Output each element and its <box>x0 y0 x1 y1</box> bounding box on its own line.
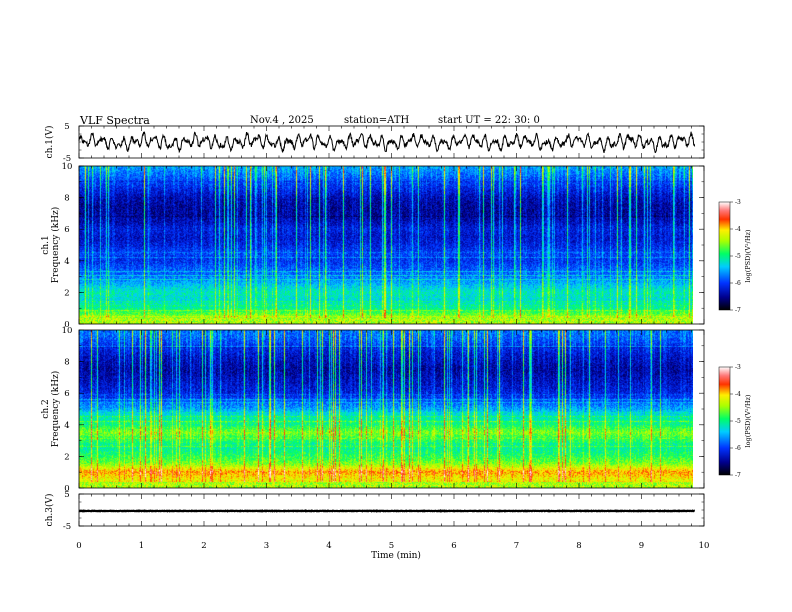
y-tick-label: 4 <box>64 257 69 267</box>
x-tick-label: 0 <box>76 541 81 551</box>
x-tick-label: 7 <box>514 541 519 551</box>
date-label: Nov.4 , 2025 <box>250 115 314 126</box>
colorbar-tick-label: -4 <box>735 226 741 233</box>
ch2-spectrogram-image <box>79 330 693 488</box>
ch2-colorbar <box>718 366 731 476</box>
ch1-spec-ylabel-channel: ch.1 <box>41 235 51 254</box>
ch1-colorbar-label: log(PSD)(V²/Hz) <box>744 229 752 282</box>
ch2-colorbar-label: log(PSD)(V²/Hz) <box>744 394 752 447</box>
x-tick-label: 2 <box>201 541 206 551</box>
x-tick-labels-group: 0 1 2 3 4 5 6 7 8 9 10 <box>76 541 709 551</box>
ch1-waveform-line <box>78 131 696 154</box>
x-tick-label: 3 <box>264 541 269 551</box>
y-tick-label: 6 <box>64 225 69 235</box>
y-tick-label: 2 <box>64 452 69 462</box>
x-tick-label: 5 <box>389 541 394 551</box>
chart-title: VLF Spectra <box>79 114 150 127</box>
x-tick-label: 1 <box>139 541 144 551</box>
start-time-label: start UT = 22: 30: 0 <box>438 115 540 126</box>
axis-ticks-group <box>78 125 705 527</box>
ch1-colorbar <box>718 201 731 311</box>
y-tick-label: 8 <box>64 358 69 368</box>
colorbar-tick-label: -3 <box>735 199 741 206</box>
station-label: station=ATH <box>344 115 410 126</box>
y-tick-label: 4 <box>64 421 69 431</box>
colorbar-tick-label: -7 <box>735 472 741 479</box>
y-tick-label: 0 <box>64 484 69 494</box>
colorbar-tick-label: -6 <box>735 445 741 452</box>
y-tick-label: -5 <box>63 154 71 164</box>
y-tick-label: 10 <box>62 162 73 172</box>
x-axis-label: Time (min) <box>371 550 421 561</box>
y-tick-label: 6 <box>64 389 69 399</box>
y-tick-label: 8 <box>64 194 69 204</box>
y-tick-label: 5 <box>64 122 69 132</box>
colorbar-tick-label: -5 <box>735 418 741 425</box>
ch3-wave-ylabel: ch.3(V) <box>44 494 55 527</box>
ch2-spec-ylabel-channel: ch.2 <box>41 399 51 418</box>
x-tick-label: 6 <box>451 541 456 551</box>
colorbar-tick-label: -4 <box>735 391 741 398</box>
x-tick-label: 4 <box>326 541 331 551</box>
y-tick-label: 5 <box>64 490 69 500</box>
x-tick-label: 9 <box>639 541 644 551</box>
x-tick-label: 10 <box>699 541 710 551</box>
y-tick-label: 10 <box>62 326 73 336</box>
y-tick-label: -5 <box>63 522 71 532</box>
ch1-spectrogram-image <box>79 166 693 324</box>
colorbar-ticks-group: -3 -4 -5 -6 -7 -3 -4 -5 -6 -7 <box>730 199 741 479</box>
ch1-wave-ylabel: ch.1(V) <box>44 126 55 159</box>
y-tick-label: 2 <box>64 288 69 298</box>
colorbar-tick-label: -5 <box>735 253 741 260</box>
colorbar-tick-label: -3 <box>735 364 741 371</box>
x-tick-label: 8 <box>576 541 581 551</box>
colorbar-tick-label: -7 <box>735 307 741 314</box>
y-tick-label: 0 <box>64 320 69 330</box>
ch1-spec-ylabel-frequency: Frequency (kHz) <box>50 207 61 284</box>
colorbar-tick-label: -6 <box>735 280 741 287</box>
ch2-spec-ylabel-frequency: Frequency (kHz) <box>50 371 61 448</box>
